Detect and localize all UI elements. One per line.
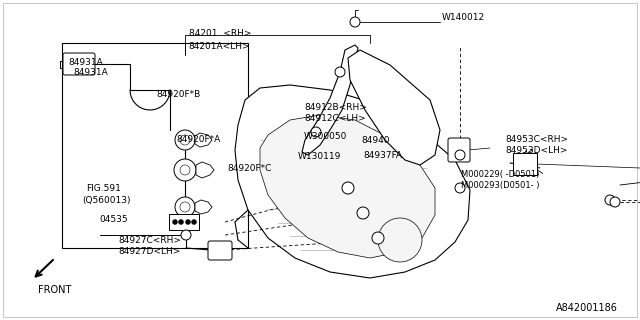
Text: 84931A: 84931A xyxy=(74,68,108,76)
Circle shape xyxy=(180,165,190,175)
Polygon shape xyxy=(195,133,212,147)
Circle shape xyxy=(372,232,384,244)
Circle shape xyxy=(179,220,184,225)
FancyBboxPatch shape xyxy=(448,138,470,162)
Circle shape xyxy=(175,130,195,150)
Bar xyxy=(62,43,248,248)
Circle shape xyxy=(180,202,190,212)
Polygon shape xyxy=(260,115,435,258)
Text: A842001186: A842001186 xyxy=(556,303,618,313)
Circle shape xyxy=(181,230,191,240)
Text: W300050: W300050 xyxy=(304,132,348,140)
Circle shape xyxy=(175,197,195,217)
Polygon shape xyxy=(195,200,212,214)
Circle shape xyxy=(378,218,422,262)
Circle shape xyxy=(455,150,465,160)
FancyBboxPatch shape xyxy=(513,153,537,175)
Polygon shape xyxy=(302,45,358,155)
Circle shape xyxy=(191,220,196,225)
Circle shape xyxy=(173,220,177,225)
Text: FIG.591: FIG.591 xyxy=(86,184,121,193)
Polygon shape xyxy=(196,162,214,178)
Text: 84940: 84940 xyxy=(362,136,390,145)
FancyBboxPatch shape xyxy=(208,241,232,260)
Text: M000293(D0501- ): M000293(D0501- ) xyxy=(461,181,540,190)
Text: FRONT: FRONT xyxy=(38,285,72,295)
Text: W140012: W140012 xyxy=(442,13,484,22)
Text: 04535: 04535 xyxy=(99,215,128,224)
Polygon shape xyxy=(348,50,440,165)
Text: 84953D<LH>: 84953D<LH> xyxy=(506,146,568,155)
Circle shape xyxy=(455,183,465,193)
Text: 84201A<LH>: 84201A<LH> xyxy=(189,42,250,51)
Text: 84920F*B: 84920F*B xyxy=(157,90,201,99)
Circle shape xyxy=(350,17,360,27)
Text: 84927C<RH>: 84927C<RH> xyxy=(118,236,181,244)
Circle shape xyxy=(610,197,620,207)
Circle shape xyxy=(186,220,191,225)
Text: 84920F*C: 84920F*C xyxy=(227,164,271,172)
Text: 84931A: 84931A xyxy=(68,58,103,67)
Polygon shape xyxy=(235,85,470,278)
Text: W130119: W130119 xyxy=(298,152,341,161)
Text: 84912C<LH>: 84912C<LH> xyxy=(304,114,365,123)
Text: 84920F*A: 84920F*A xyxy=(176,135,220,144)
FancyBboxPatch shape xyxy=(169,214,199,230)
Circle shape xyxy=(335,67,345,77)
Text: 84927D<LH>: 84927D<LH> xyxy=(118,247,180,256)
Circle shape xyxy=(174,159,196,181)
Circle shape xyxy=(342,182,354,194)
Circle shape xyxy=(357,207,369,219)
Text: (Q560013): (Q560013) xyxy=(82,196,131,204)
Text: 84201  <RH>: 84201 <RH> xyxy=(189,29,252,38)
Circle shape xyxy=(311,127,321,137)
Text: M000229( -D0501): M000229( -D0501) xyxy=(461,170,539,179)
Text: 84953C<RH>: 84953C<RH> xyxy=(506,135,569,144)
FancyBboxPatch shape xyxy=(63,53,95,75)
Text: 84912B<RH>: 84912B<RH> xyxy=(304,103,367,112)
Circle shape xyxy=(605,195,615,205)
Circle shape xyxy=(180,135,190,145)
Text: 84937FA: 84937FA xyxy=(364,151,403,160)
